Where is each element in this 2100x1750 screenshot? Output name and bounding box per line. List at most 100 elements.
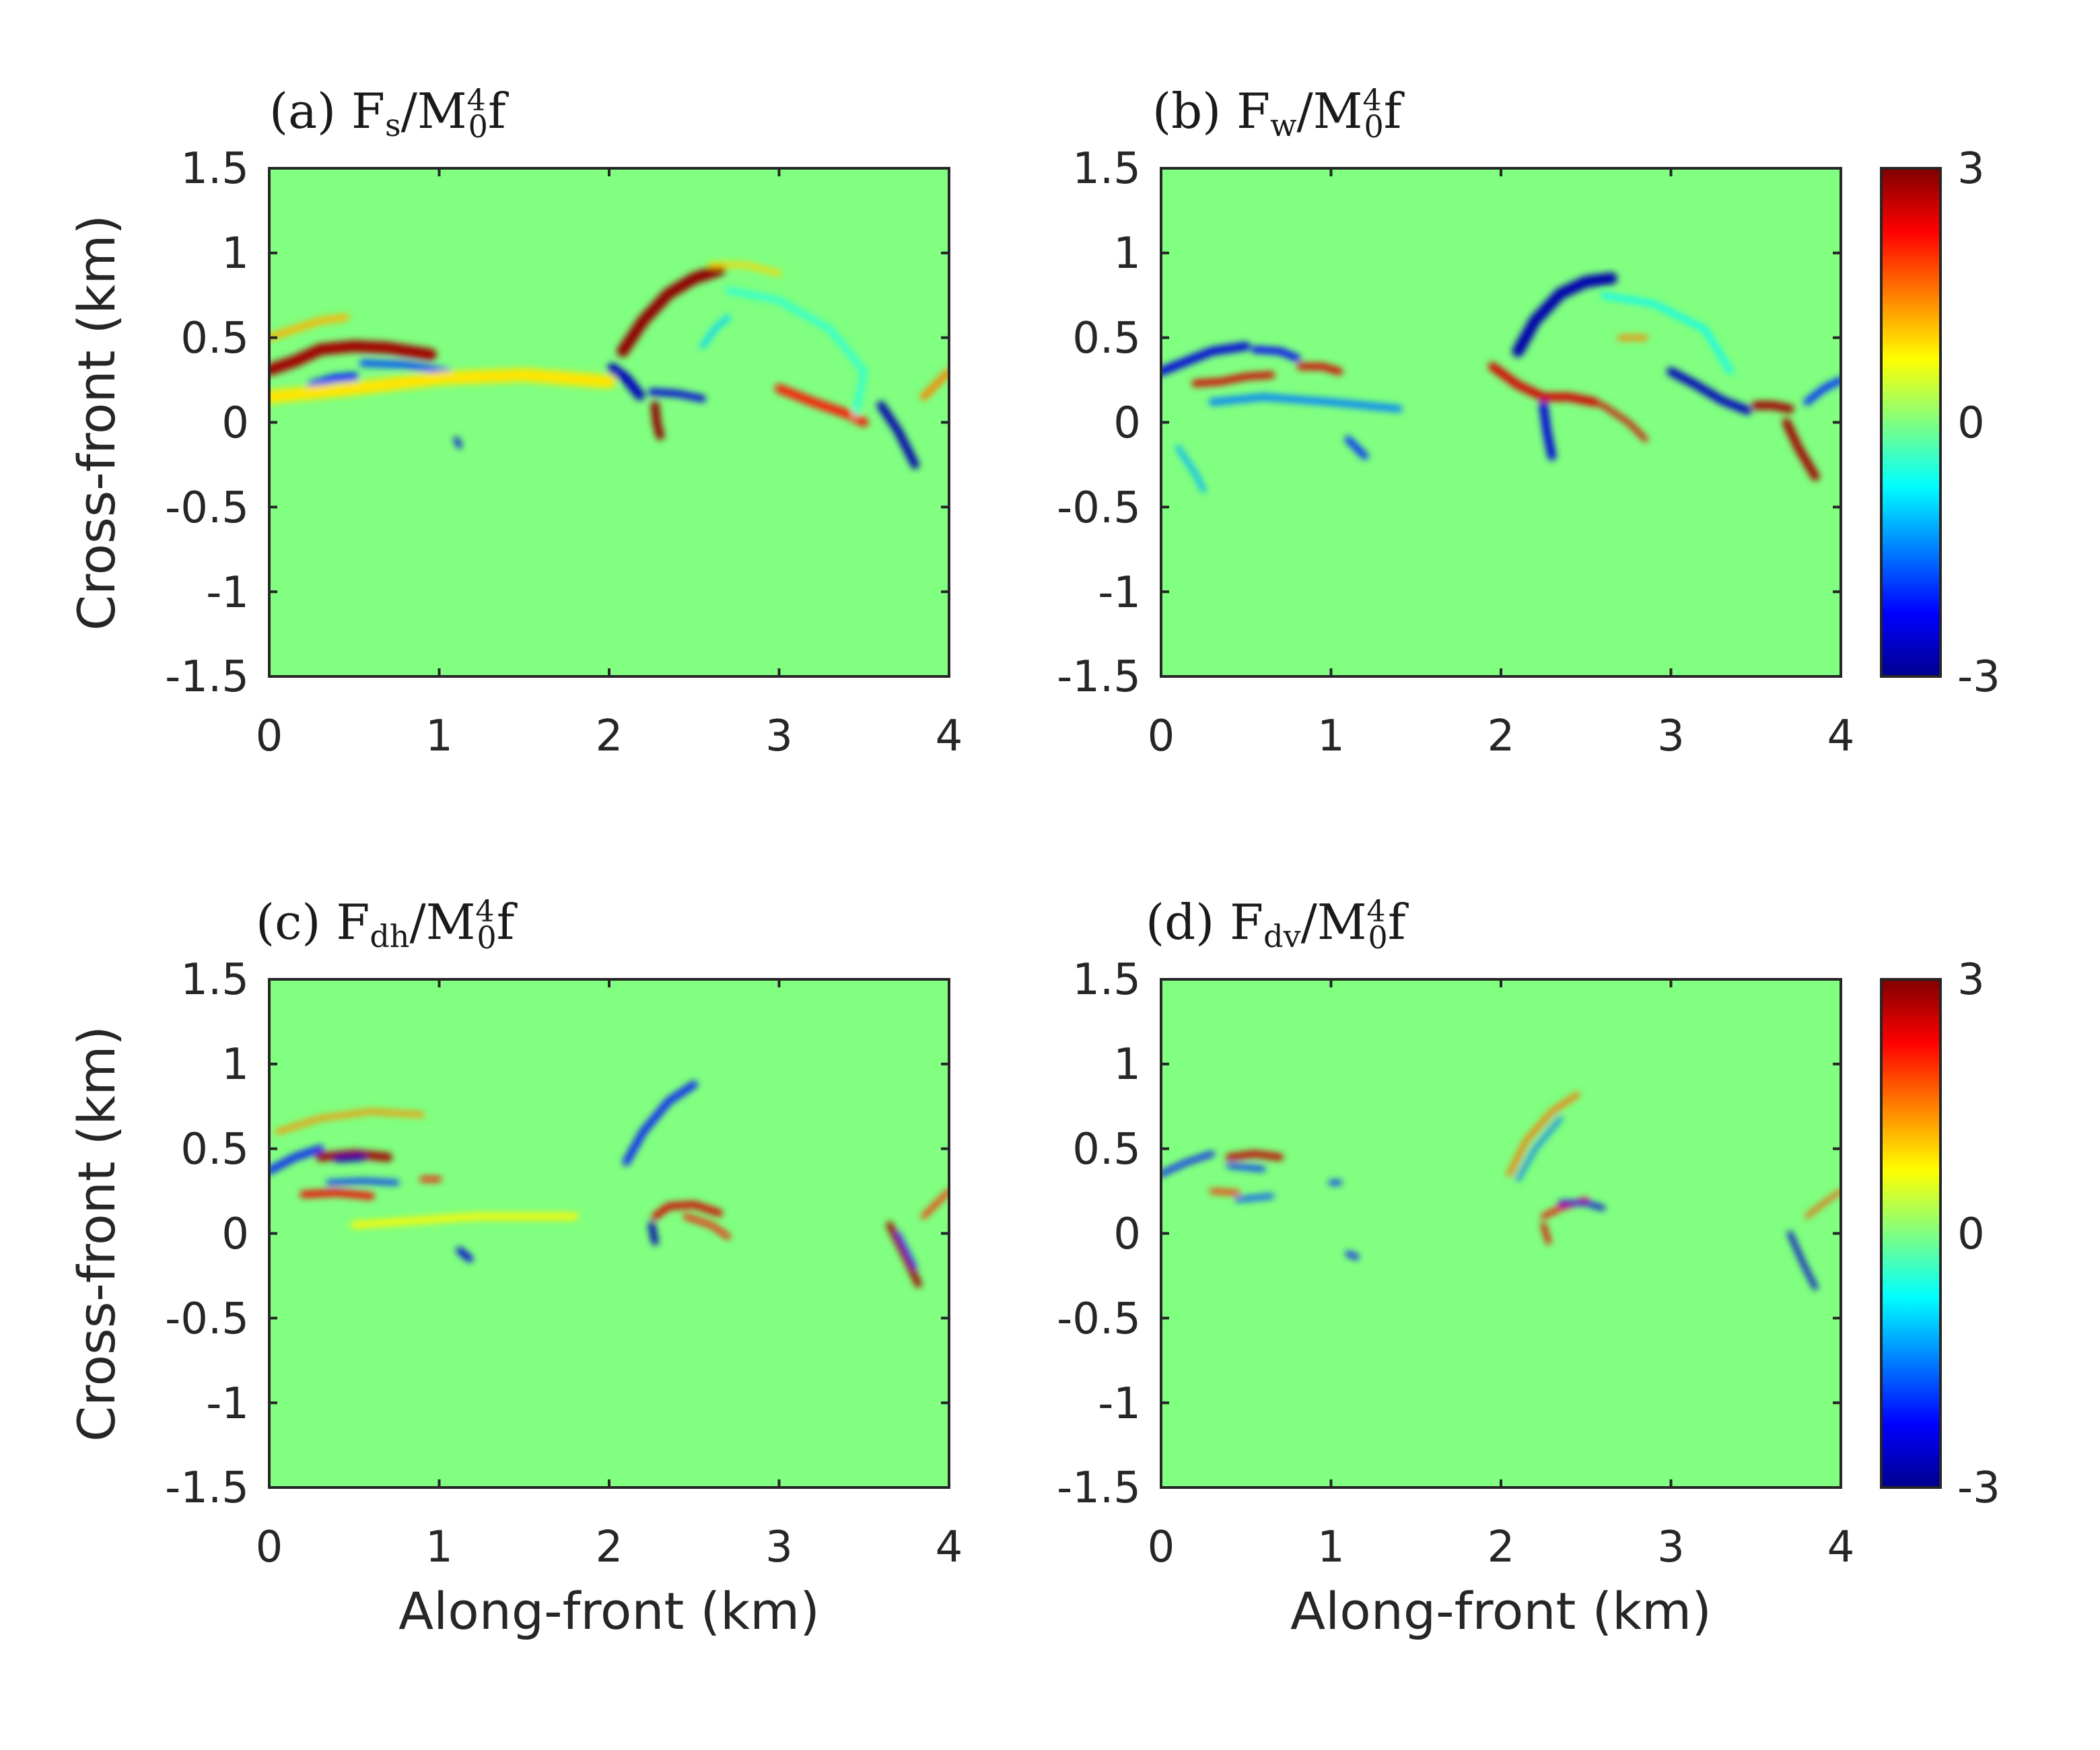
panel-d-heatmap bbox=[1161, 979, 1841, 1488]
heatmap-filament bbox=[623, 1080, 698, 1166]
heatmap-filament bbox=[269, 340, 437, 376]
ytick-label: 1 bbox=[1113, 229, 1141, 279]
panel-a: (a) Fs/M4 0f 0 1 2 3 4 1.5 1 0.5 0 -0.5 -… bbox=[67, 83, 963, 761]
colorbar-bottom-zero: 0 bbox=[1957, 1210, 1985, 1259]
ytick-label: 1.5 bbox=[1072, 955, 1141, 1005]
heatmap-filament bbox=[1226, 1163, 1266, 1172]
colorbar-top-max: 3 bbox=[1957, 144, 1985, 194]
heatmap-filament bbox=[1805, 1189, 1841, 1219]
panel-b-ticks bbox=[1160, 167, 1842, 678]
heatmap-filament bbox=[1234, 1193, 1274, 1202]
heatmap-filament bbox=[1782, 418, 1820, 481]
heatmap-filament bbox=[921, 1188, 949, 1220]
heatmap-filament bbox=[1251, 346, 1301, 361]
heatmap-filament bbox=[275, 1109, 425, 1135]
colorbar-top bbox=[1880, 167, 1942, 678]
heatmap-filament bbox=[1516, 1116, 1563, 1181]
panel-b-ytick-labels: 1.5 1 0.5 0 -0.5 -1 -1.5 bbox=[1057, 144, 1141, 702]
heatmap-filament bbox=[920, 368, 949, 400]
heatmap-filament bbox=[1191, 371, 1275, 387]
panel-a-xtick-labels: 0 1 2 3 4 bbox=[256, 711, 963, 761]
xtick-label: 2 bbox=[596, 1523, 623, 1572]
colorbar-top-zero: 0 bbox=[1957, 398, 1985, 448]
xtick-label: 4 bbox=[936, 711, 963, 761]
heatmap-filament bbox=[700, 314, 731, 349]
heatmap-filament bbox=[326, 1178, 400, 1185]
colorbar-top-min: -3 bbox=[1957, 652, 2000, 702]
panel-d-xtick-labels: 0 1 2 3 4 bbox=[1148, 1523, 1855, 1572]
heatmap-filament bbox=[1161, 341, 1251, 376]
panel-d-ticks bbox=[1160, 978, 1842, 1489]
ytick-label: 1.5 bbox=[180, 955, 249, 1005]
heatmap-filament bbox=[607, 363, 645, 400]
xtick-label: 3 bbox=[1657, 711, 1685, 761]
xtick-label: 1 bbox=[1317, 711, 1345, 761]
xtick-label: 2 bbox=[596, 711, 623, 761]
xtick-label: 4 bbox=[1827, 711, 1855, 761]
ytick-label: 0 bbox=[221, 1210, 249, 1259]
panel-d-ytick-labels: 1.5 1 0.5 0 -0.5 -1 -1.5 bbox=[1057, 955, 1141, 1513]
ytick-label: 0.5 bbox=[1072, 1125, 1141, 1175]
colorbar-bottom-min: -3 bbox=[1957, 1463, 2000, 1513]
heatmap-filament bbox=[1539, 400, 1557, 461]
ytick-label: 0 bbox=[1113, 398, 1141, 448]
panel-a-ylabel: Cross-front (km) bbox=[67, 215, 127, 631]
heatmap-filament bbox=[269, 368, 617, 404]
xtick-label: 2 bbox=[1488, 1523, 1515, 1572]
heatmap-background bbox=[1161, 168, 1841, 676]
xtick-label: 2 bbox=[1488, 711, 1515, 761]
heatmap-filament bbox=[333, 1154, 366, 1162]
panel-b-xtick-labels: 0 1 2 3 4 bbox=[1148, 711, 1855, 761]
heatmap-filament bbox=[316, 1149, 393, 1162]
panel-d-title: (d) Fdv/M4 0f bbox=[1146, 894, 1409, 956]
ytick-label: -1.5 bbox=[165, 652, 249, 702]
panel-c-ticks bbox=[268, 978, 950, 1489]
panel-b-heatmap bbox=[1161, 168, 1841, 676]
ytick-label: -1 bbox=[1098, 568, 1141, 618]
xtick-label: 3 bbox=[765, 711, 793, 761]
heatmap-filament bbox=[1558, 1200, 1606, 1211]
colorbar-bottom-max: 3 bbox=[1957, 955, 1985, 1005]
panel-b: (b) Fw/M4 0f 0 1 2 3 4 1.5 1 0.5 0 -0.5 -… bbox=[1057, 83, 2000, 761]
ytick-label: 1 bbox=[221, 229, 249, 279]
heatmap-filament bbox=[896, 1231, 917, 1269]
heatmap-filament bbox=[617, 264, 726, 357]
panel-a-heatmap bbox=[269, 168, 949, 676]
heatmap-filament bbox=[300, 1189, 375, 1200]
heatmap-filament bbox=[1803, 376, 1841, 406]
heatmap-filament bbox=[1296, 363, 1343, 376]
heatmap-filament bbox=[708, 262, 782, 276]
heatmap-filament bbox=[726, 287, 867, 417]
panel-a-ytick-labels: 1.5 1 0.5 0 -0.5 -1 -1.5 bbox=[165, 144, 249, 702]
ytick-label: 0 bbox=[221, 398, 249, 448]
ytick-label: -1.5 bbox=[1057, 1463, 1141, 1513]
heatmap-filament bbox=[1344, 435, 1369, 460]
xtick-label: 1 bbox=[425, 1523, 453, 1572]
heatmap-filament bbox=[454, 436, 462, 449]
xtick-label: 1 bbox=[425, 711, 453, 761]
ytick-label: -1 bbox=[206, 568, 249, 618]
panel-d: (d) Fdv/M4 0f 0 1 2 3 4 1.5 1 0.5 0 -0.5 … bbox=[1057, 894, 2000, 1641]
ytick-label: 1 bbox=[1113, 1040, 1141, 1090]
heatmap-filament bbox=[886, 1221, 922, 1288]
panel-d-xlabel: Along-front (km) bbox=[1290, 1581, 1712, 1641]
panel-a-ticks bbox=[268, 167, 950, 678]
panel-c-title: (c) Fdh/M4 0f bbox=[256, 894, 518, 956]
ytick-label: 0 bbox=[1113, 1210, 1141, 1259]
heatmap-background bbox=[269, 168, 949, 676]
heatmap-filament bbox=[269, 1145, 324, 1175]
panel-a-title: (a) Fs/M4 0f bbox=[269, 83, 509, 145]
heatmap-background bbox=[1161, 979, 1841, 1488]
ytick-label: 0.5 bbox=[180, 1125, 249, 1175]
panel-b-title: (b) Fw/M4 0f bbox=[1152, 83, 1405, 145]
xtick-label: 0 bbox=[1148, 1523, 1175, 1572]
ytick-label: 1 bbox=[221, 1040, 249, 1090]
heatmap-filament bbox=[269, 314, 349, 341]
heatmap-filament bbox=[456, 1247, 474, 1263]
ytick-label: 0.5 bbox=[1072, 314, 1141, 363]
heatmap-filament bbox=[1667, 367, 1752, 415]
panel-c-xtick-labels: 0 1 2 3 4 bbox=[256, 1523, 963, 1572]
ytick-label: 1.5 bbox=[180, 144, 249, 194]
xtick-label: 0 bbox=[256, 711, 283, 761]
